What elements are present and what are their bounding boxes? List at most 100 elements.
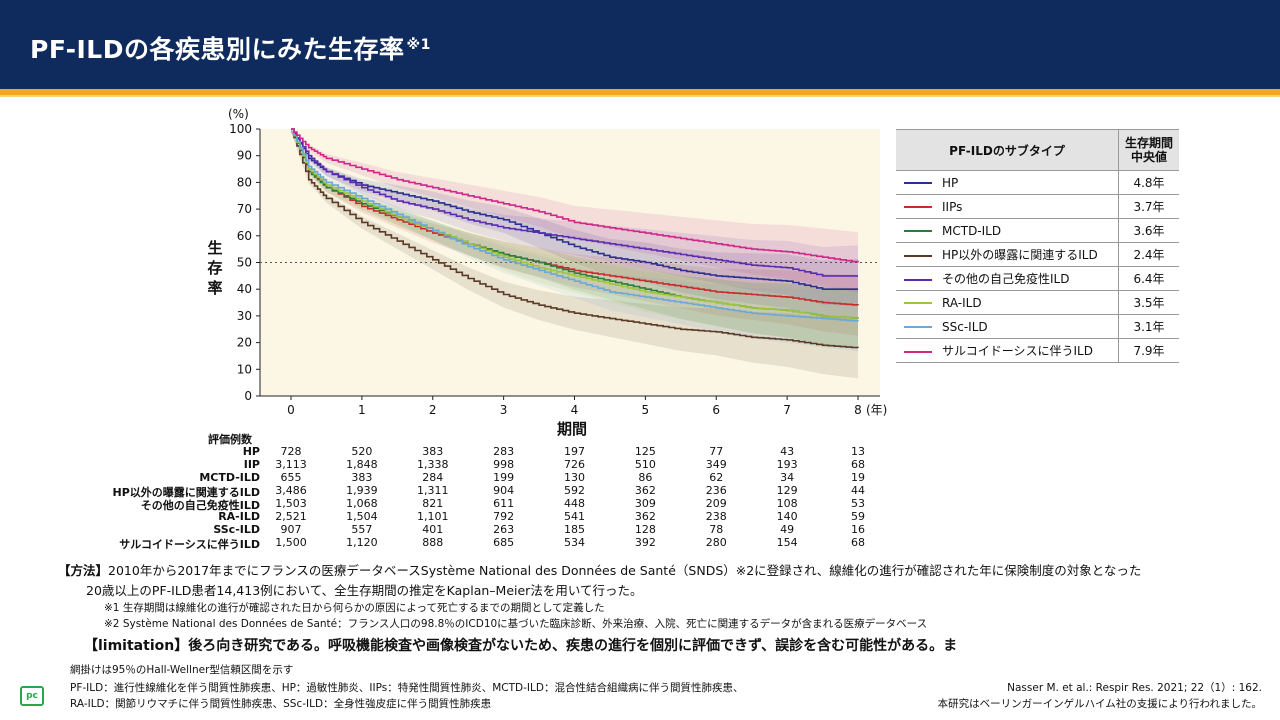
- series-line-4: [291, 128, 858, 277]
- y-tick-label: 10: [237, 362, 252, 376]
- legend-swatch: [904, 326, 932, 328]
- risk-count: 904: [493, 484, 515, 497]
- x-tick-label: 2: [429, 403, 437, 417]
- risk-count: 283: [493, 445, 515, 458]
- legend-row: RA-ILD 3.5年: [896, 290, 1179, 315]
- legend-row: IIPs 3.7年: [896, 194, 1179, 219]
- risk-row: SSc-ILD 907 557 401 263 185 128 78 49 16: [60, 523, 960, 536]
- risk-count: 34: [780, 471, 795, 484]
- ci-band-5: [291, 129, 858, 349]
- risk-count: 3,113: [275, 458, 307, 471]
- risk-count: 62: [709, 471, 724, 484]
- ci-band-7: [291, 129, 858, 293]
- risk-count: 13: [851, 445, 865, 458]
- risk-count: 68: [851, 458, 865, 471]
- risk-count: 1,338: [417, 458, 449, 471]
- legend-median: 3.7年: [1118, 194, 1179, 219]
- risk-row: IIP 3,113 1,848 1,338 998 726 510 349 193 68: [60, 458, 960, 471]
- legend-row: MCTD-ILD 3.6年: [896, 218, 1179, 243]
- risk-count: 1,068: [346, 497, 378, 510]
- risk-count: 655: [280, 471, 302, 484]
- legend-swatch: [904, 350, 932, 353]
- legend-label: IIPs: [942, 199, 963, 214]
- risk-count: 726: [564, 458, 585, 471]
- risk-count: 520: [351, 445, 373, 458]
- risk-count: 1,939: [346, 484, 378, 497]
- title-note: ※1: [406, 36, 431, 53]
- risk-count: 1,311: [417, 484, 449, 497]
- page-title: PF-ILDの各疾患別にみた生存率 ※1: [30, 35, 431, 64]
- risk-count: 998: [493, 458, 515, 471]
- limitation-text: 【limitation】後ろ向き研究である。呼吸機能検査や画像検査がないため、疾…: [84, 638, 958, 654]
- risk-count: 238: [705, 510, 727, 523]
- risk-count: 3,486: [275, 484, 307, 497]
- risk-count: 448: [564, 497, 585, 510]
- series-line-6: [291, 128, 859, 322]
- legend-median: 3.6年: [1118, 218, 1179, 243]
- legend-name-cell: その他の自己免疫性ILD: [896, 266, 1119, 291]
- x-tick-label: 7: [783, 403, 791, 417]
- legend-header-subtype: PF-ILDのサブタイプ: [896, 129, 1119, 171]
- legend-name-cell: IIPs: [896, 194, 1119, 219]
- series-line-5: [291, 128, 859, 319]
- legend-median: 4.8年: [1118, 170, 1179, 195]
- risk-count: 1,500: [275, 536, 307, 549]
- x-unit: (年): [866, 403, 887, 417]
- risk-count: 392: [634, 536, 656, 549]
- risk-count: 236: [705, 484, 727, 497]
- y-axis-title: 生存率: [207, 239, 223, 297]
- risk-count: 44: [851, 484, 865, 497]
- risk-count: 792: [493, 510, 515, 523]
- y-tick-label: 100: [229, 122, 252, 136]
- risk-count: 209: [705, 497, 727, 510]
- legend-row: HP以外の曝露に関連するILD 2.4年: [896, 242, 1179, 267]
- risk-row-label: RA-ILD: [218, 510, 260, 523]
- legend-median: 7.9年: [1118, 338, 1179, 363]
- legend-swatch: [904, 278, 932, 281]
- header-bar: PF-ILDの各疾患別にみた生存率 ※1: [0, 0, 1280, 89]
- legend-median: 3.1年: [1118, 314, 1179, 339]
- legend-median: 3.5年: [1118, 290, 1179, 315]
- legend-median: 2.4年: [1118, 242, 1179, 267]
- risk-count: 128: [634, 523, 656, 536]
- risk-row-label: SSc-ILD: [213, 523, 260, 536]
- legend-name-cell: サルコイドーシスに伴うILD: [896, 338, 1119, 363]
- y-tick-label: 70: [237, 202, 252, 216]
- legend-row: SSc-ILD 3.1年: [896, 314, 1179, 339]
- risk-count: 907: [280, 523, 302, 536]
- legend-label: HP以外の曝露に関連するILD: [942, 248, 1098, 262]
- x-tick-label: 5: [642, 403, 650, 417]
- risk-count: 185: [564, 523, 585, 536]
- risk-count: 53: [851, 497, 865, 510]
- risk-count: 19: [851, 471, 865, 484]
- risk-count: 685: [493, 536, 515, 549]
- methods-note1: ※1 生存期間は線維化の進行が確認された日から何らかの原因によって死亡するまでの…: [104, 602, 605, 614]
- risk-count: 108: [776, 497, 798, 510]
- citation: Nasser M. et al.: Respir Res. 2021; 22（1…: [1007, 682, 1262, 694]
- legend-header-median: 生存期間 中央値: [1118, 129, 1179, 171]
- footnote-abbr2: RA-ILD：関節リウマチに伴う間質性肺疾患、SSc-ILD：全身性強皮症に伴う…: [70, 698, 492, 710]
- y-tick-label: 0: [244, 389, 252, 403]
- risk-row: RA-ILD 2,521 1,504 1,101 792 541 362 238 140 59: [60, 510, 960, 523]
- risk-count: 401: [422, 523, 444, 536]
- methods-line1: 2010年から2017年までにフランスの医療データベースSystème Nati…: [108, 563, 1142, 578]
- risk-count: 541: [564, 510, 585, 523]
- risk-row-label: その他の自己免疫性ILD: [140, 499, 260, 512]
- y-unit: (%): [228, 107, 249, 121]
- legend-row: サルコイドーシスに伴うILD 7.9年: [896, 338, 1179, 363]
- risk-row-label: HP: [242, 445, 260, 458]
- legend-label: サルコイドーシスに伴うILD: [942, 344, 1093, 358]
- risk-row-label: HP以外の曝露に関連するILD: [112, 486, 260, 499]
- risk-count: 1,101: [417, 510, 449, 523]
- ci-band-3: [291, 129, 858, 379]
- legend-label: SSc-ILD: [942, 319, 988, 334]
- risk-count: 199: [493, 471, 515, 484]
- y-tick-label: 20: [237, 336, 252, 350]
- x-axis-title: 期間: [557, 420, 588, 438]
- ci-band-1: [291, 129, 858, 336]
- x-tick-label: 1: [358, 403, 366, 417]
- methods-line2: 20歳以上のPF-ILD患者14,413例において、全生存期間の推定をKapla…: [86, 583, 643, 598]
- x-tick-label: 4: [571, 403, 579, 417]
- risk-count: 349: [705, 458, 727, 471]
- legend-swatch: [904, 254, 932, 257]
